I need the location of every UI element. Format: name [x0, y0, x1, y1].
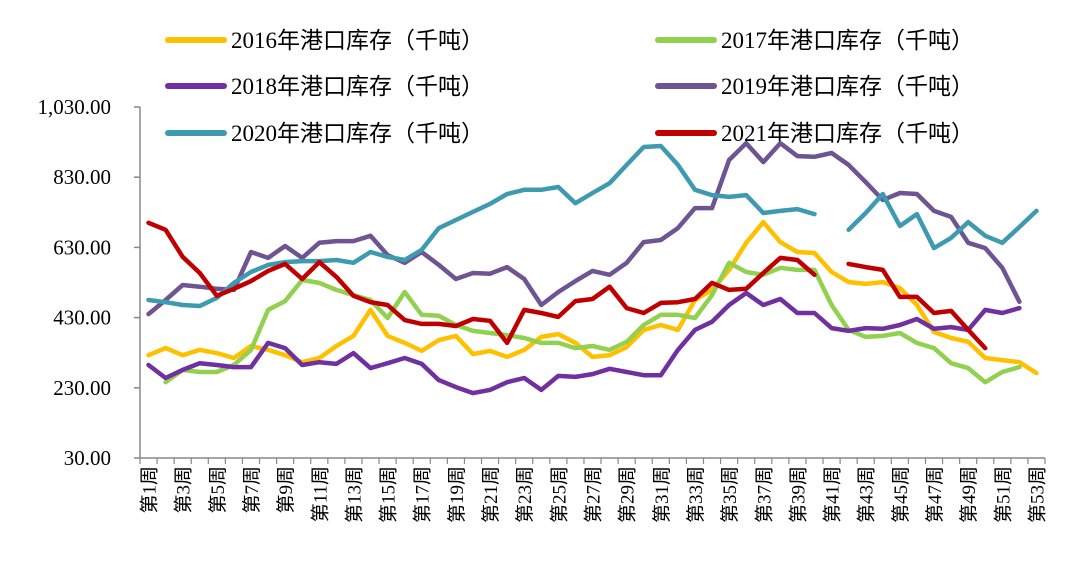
x-tick-label: 第19周	[446, 466, 468, 523]
y-tick-label: 430.00	[53, 306, 111, 330]
y-axis: 30.00 230.00 430.00 630.00 830.00 1,030.00	[38, 95, 141, 470]
y-tick-label: 630.00	[53, 235, 111, 259]
legend-item: 2017年港口库存（千吨）	[655, 28, 974, 53]
x-tick-label: 第53周	[1026, 466, 1048, 523]
legend-label: 2018年港口库存（千吨）	[231, 74, 484, 99]
x-tick-label: 第21周	[480, 466, 502, 523]
x-tick-label: 第13周	[343, 466, 365, 523]
x-tick-label: 第7周	[241, 466, 263, 514]
x-axis: 第1周 第3周 第5周 第7周 第9周 第11周 第13周 第15周 第17周 第19周 第21周第…	[139, 457, 1048, 523]
x-tick-label: 第9周	[275, 466, 297, 514]
x-tick-label: 第43周	[856, 466, 878, 523]
series-line	[146, 290, 1022, 396]
series-line	[163, 260, 1022, 385]
x-tick-label: 第27周	[583, 466, 605, 523]
x-tick-label: 第47周	[924, 466, 946, 523]
x-tick-label: 第1周	[139, 466, 161, 514]
legend-label: 2021年港口库存（千吨）	[721, 121, 974, 146]
x-tick-label: 第45周	[890, 466, 912, 523]
series-line	[146, 140, 1022, 317]
x-tick-label: 第41周	[822, 466, 844, 523]
series-line	[846, 261, 988, 351]
x-tick-label: 第23周	[514, 466, 536, 523]
y-tick-label: 1,030.00	[38, 95, 112, 119]
x-tick-label: 第39周	[787, 466, 809, 523]
legend-label: 2016年港口库存（千吨）	[231, 28, 484, 53]
legend-label: 2020年港口库存（千吨）	[231, 121, 484, 146]
legend-label: 2019年港口库存（千吨）	[721, 74, 974, 99]
x-tick-label: 第37周	[753, 466, 775, 523]
x-tick-label: 第31周	[651, 466, 673, 523]
legend-item: 2016年港口库存（千吨）	[165, 28, 484, 53]
series-line	[146, 143, 817, 309]
y-tick-label: 830.00	[53, 165, 111, 189]
x-tick-label: 第15周	[378, 466, 400, 523]
legend-item: 2019年港口库存（千吨）	[655, 74, 974, 99]
x-tick-label: 第49周	[958, 466, 980, 523]
x-tick-label: 第35周	[719, 466, 741, 523]
x-tick-label: 第3周	[173, 466, 195, 514]
legend-item: 2018年港口库存（千吨）	[165, 74, 484, 99]
x-tick-label: 第29周	[617, 466, 639, 523]
series-lines	[146, 140, 1039, 396]
x-tick-label: 第5周	[207, 466, 229, 514]
legend-item: 2020年港口库存（千吨）	[165, 121, 484, 146]
y-tick-label: 30.00	[64, 446, 111, 470]
x-tick-label: 第17周	[412, 466, 434, 523]
x-tick-label: 第11周	[309, 466, 331, 522]
legend-item: 2021年港口库存（千吨）	[655, 121, 974, 146]
x-tick-label: 第51周	[992, 466, 1014, 523]
legend-label: 2017年港口库存（千吨）	[721, 28, 974, 53]
legend: 2016年港口库存（千吨） 2017年港口库存（千吨） 2018年港口库存（千吨） 2…	[165, 28, 974, 146]
x-tick-label: 第33周	[685, 466, 707, 523]
x-tick-label: 第25周	[548, 466, 570, 523]
y-tick-label: 230.00	[53, 376, 111, 400]
series-line	[846, 191, 1039, 251]
series-line	[146, 220, 817, 346]
